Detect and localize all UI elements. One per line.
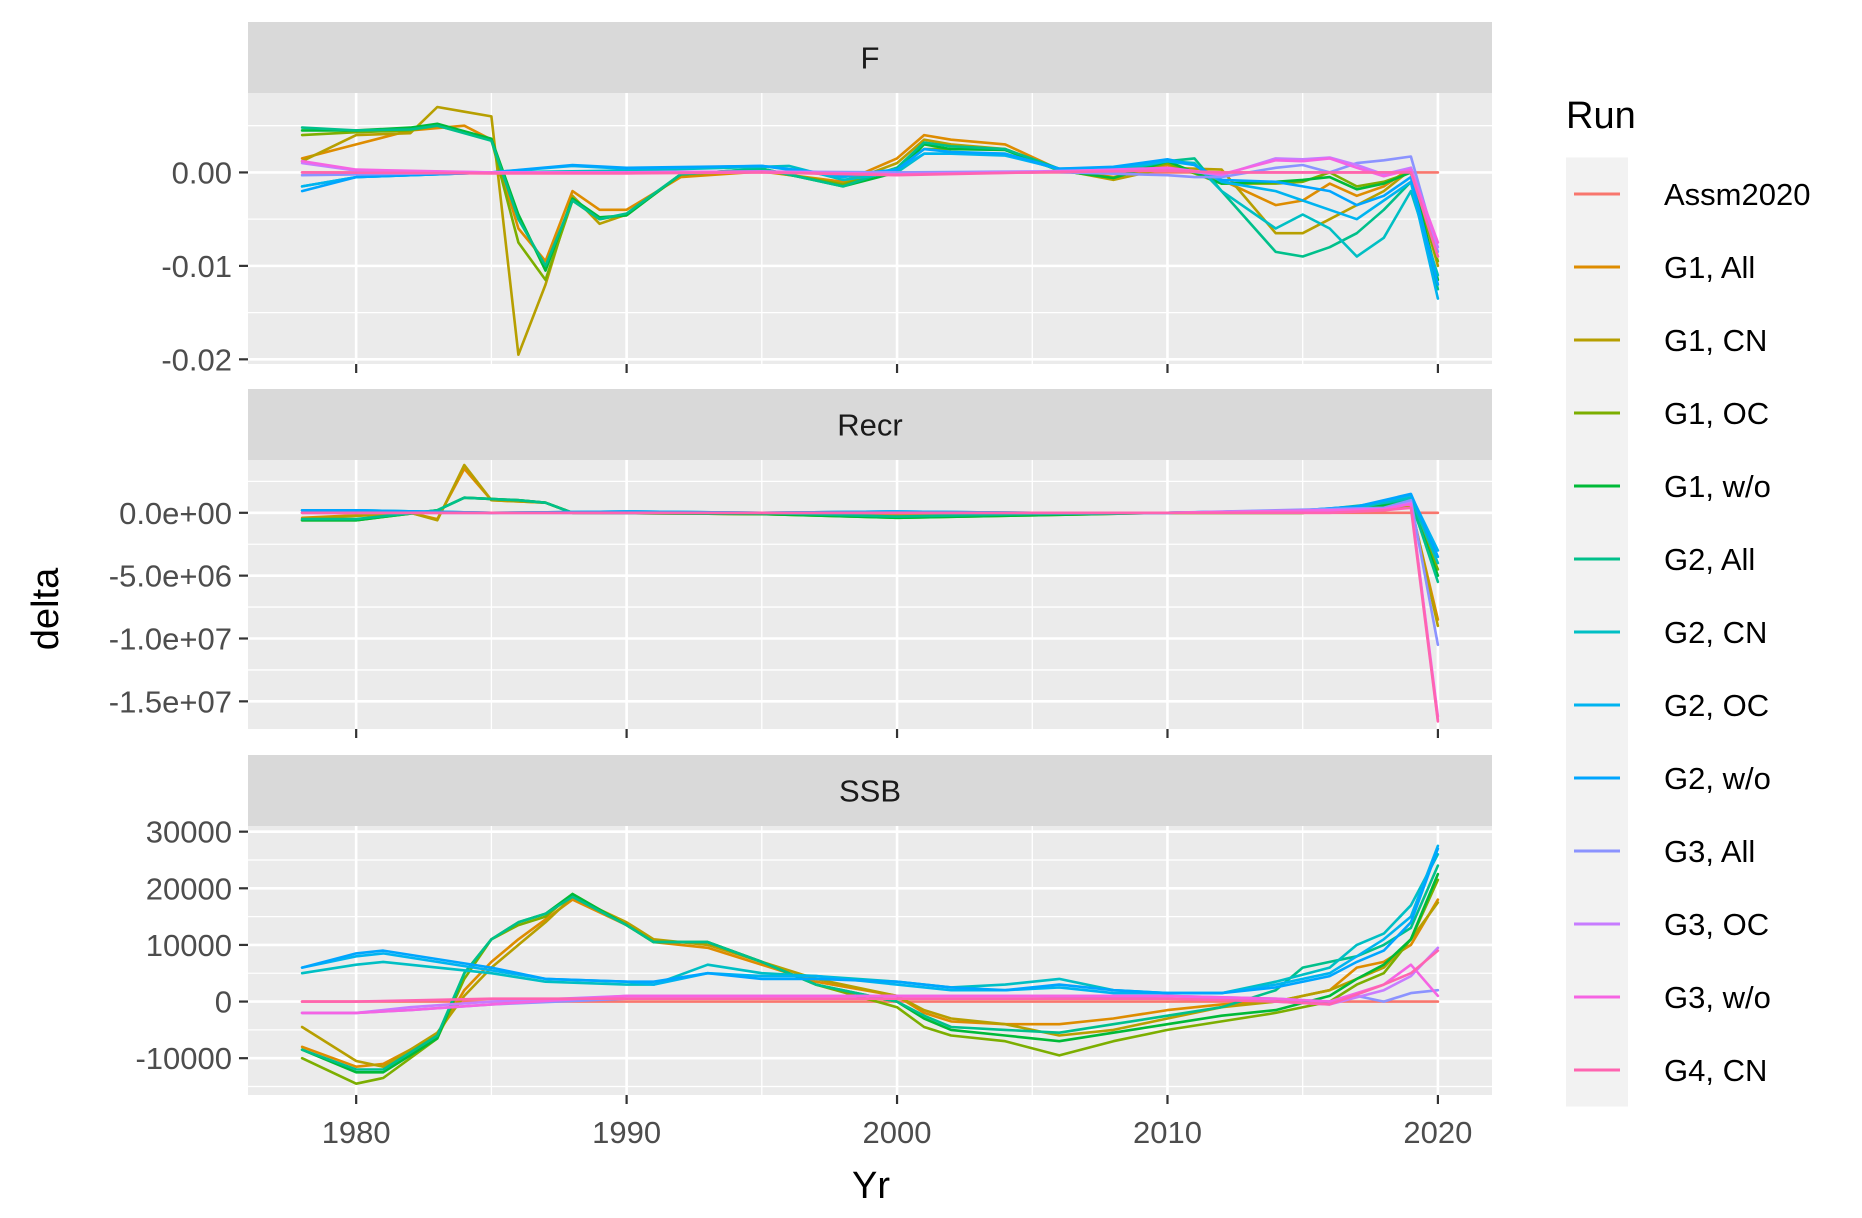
strip-label-f: F: [861, 41, 880, 76]
y-axis-ssb: 30000 20000 10000 0 -10000: [135, 815, 248, 1076]
y-tick-label: -1.0e+07: [109, 621, 232, 656]
x-tick-label: 1990: [592, 1115, 661, 1150]
series-line-ssb-g2-w-o: [300, 847, 1440, 995]
legend-item-g2-oc: G2, OC: [1574, 688, 1769, 723]
legend: Run Assm2020 G1, All G1, CN G1, OC G1, w/o G2…: [1566, 95, 1810, 1107]
x-axis-recr: [355, 729, 1440, 738]
strip-label-ssb: SSB: [839, 774, 901, 809]
legend-label-g3-all: G3, All: [1664, 834, 1755, 869]
legend-label-g1-w-o: G1, w/o: [1664, 469, 1771, 504]
strip-ssb: [248, 755, 1492, 826]
x-axis-ssb: 1980 1990 2000 2010 2020: [322, 1095, 1472, 1150]
series-lines-ssb: [300, 844, 1440, 1085]
series-line-recr-g4-cn: [300, 506, 1440, 723]
series-lines-recr: [300, 463, 1440, 723]
legend-label-g2-w-o: G2, w/o: [1664, 761, 1771, 796]
legend-label-g2-oc: G2, OC: [1664, 688, 1769, 723]
panel-background-ssb: [248, 826, 1492, 1095]
legend-label-g1-oc: G1, OC: [1664, 396, 1769, 431]
legend-label-g2-all: G2, All: [1664, 542, 1755, 577]
series-line-f-g2-w-o: [300, 147, 1440, 286]
strip-f: [248, 22, 1492, 93]
legend-label-g3-w-o: G3, w/o: [1664, 980, 1771, 1015]
series-line-f-g1-cn: [300, 105, 1440, 356]
panel-recr: Recr 0.0e+00 -5.0e+06 -1.0e+07 -1.5e+07: [109, 389, 1492, 738]
x-axis-title: Yr: [852, 1165, 890, 1207]
legend-label-g3-oc: G3, OC: [1664, 907, 1769, 942]
series-line-ssb-g4-cn: [300, 949, 1440, 1006]
panel-background-recr: [248, 460, 1492, 729]
y-tick-label: -5.0e+06: [109, 559, 232, 594]
x-tick-label: 2000: [863, 1115, 932, 1150]
series-line-ssb-g1-cn: [300, 895, 1440, 1068]
y-tick-label: 0: [215, 985, 232, 1020]
y-tick-label: 10000: [146, 928, 232, 963]
y-tick-label: -0.02: [161, 342, 232, 377]
gridlines-f: [248, 93, 1492, 364]
series-line-f-g1-all: [300, 124, 1440, 263]
x-tick-label: 2010: [1133, 1115, 1202, 1150]
legend-item-g3-w-o: G3, w/o: [1574, 980, 1771, 1015]
legend-item-g3-all: G3, All: [1574, 834, 1755, 869]
x-tick-label: 2020: [1403, 1115, 1472, 1150]
legend-item-g4-cn: G4, CN: [1574, 1053, 1767, 1088]
legend-label-assm2020: Assm2020: [1664, 177, 1810, 212]
panels: F 0.00 -0.01 -0.02 Recr 0.0e+00 -5.0e+06 -1.0e+…: [109, 22, 1492, 1150]
series-line-ssb-g2-all: [300, 864, 1440, 1071]
legend-label-g1-cn: G1, CN: [1664, 323, 1767, 358]
legend-item-assm2020: Assm2020: [1574, 177, 1810, 212]
y-tick-label: 0.00: [172, 155, 232, 190]
y-tick-label: -0.01: [161, 249, 232, 284]
panel-background-f: [248, 93, 1492, 364]
legend-label-g4-cn: G4, CN: [1664, 1053, 1767, 1088]
series-line-ssb-g2-oc: [300, 844, 1440, 995]
series-lines-f: [300, 105, 1440, 356]
y-tick-label: 30000: [146, 815, 232, 850]
strip-label-recr: Recr: [837, 408, 902, 443]
y-axis-title: delta: [25, 567, 67, 650]
y-tick-label: -1.5e+07: [109, 684, 232, 719]
legend-title: Run: [1566, 95, 1636, 137]
y-tick-label: 0.0e+00: [119, 496, 232, 531]
y-tick-label: -10000: [135, 1041, 232, 1076]
x-tick-label: 1980: [322, 1115, 391, 1150]
y-axis-f: 0.00 -0.01 -0.02: [161, 155, 248, 377]
legend-item-g1-w-o: G1, w/o: [1574, 469, 1771, 504]
y-tick-label: 20000: [146, 871, 232, 906]
legend-item-g2-all: G2, All: [1574, 542, 1755, 577]
legend-item-g1-oc: G1, OC: [1574, 396, 1769, 431]
strip-recr: [248, 389, 1492, 460]
legend-item-g3-oc: G3, OC: [1574, 907, 1769, 942]
x-axis-f: [355, 364, 1440, 373]
series-line-f-g4-cn: [300, 169, 1440, 258]
legend-label-g2-cn: G2, CN: [1664, 615, 1767, 650]
panel-f: F 0.00 -0.01 -0.02: [161, 22, 1492, 377]
legend-item-g2-w-o: G2, w/o: [1574, 761, 1771, 796]
legend-item-g1-all: G1, All: [1574, 250, 1755, 285]
legend-item-g1-cn: G1, CN: [1574, 323, 1767, 358]
panel-ssb: SSB 30000 20000 10000 0 -10000 1980 1990 2000 201…: [135, 755, 1492, 1150]
y-axis-recr: 0.0e+00 -5.0e+06 -1.0e+07 -1.5e+07: [109, 496, 248, 719]
series-line-f-g2-all: [300, 124, 1440, 291]
legend-item-g2-cn: G2, CN: [1574, 615, 1767, 650]
legend-label-g1-all: G1, All: [1664, 250, 1755, 285]
